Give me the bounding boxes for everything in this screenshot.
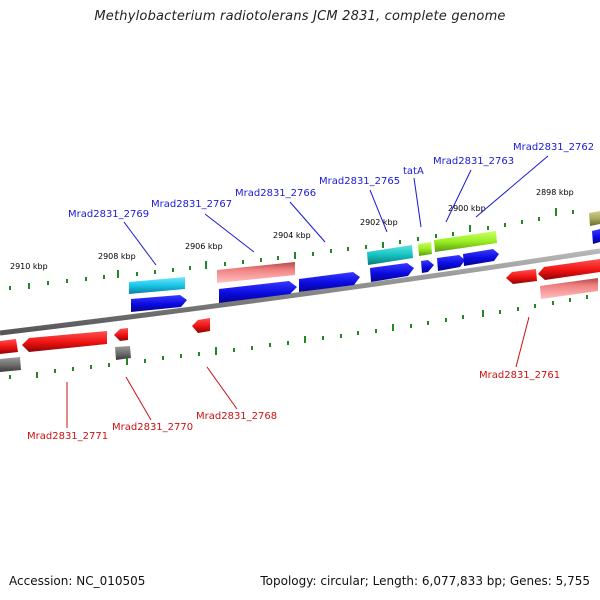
gene-label-2762[interactable]: Mrad2831_2762 <box>513 142 594 153</box>
genome-backbone <box>0 248 600 336</box>
gene-arrow-2761-a[interactable] <box>506 269 537 284</box>
gene-arrow-right-edge[interactable] <box>592 229 600 244</box>
tick-label-2898: 2898 kbp <box>536 188 574 197</box>
gene-arrow-2767-pink[interactable] <box>217 262 295 283</box>
gene-label-2771[interactable]: Mrad2831_2771 <box>27 431 108 442</box>
gene-arrow-2767[interactable] <box>219 281 297 303</box>
tick-labels: 2910 kbp 2908 kbp 2906 kbp 2904 kbp 2902… <box>10 188 574 271</box>
tick-label-2906: 2906 kbp <box>185 242 223 251</box>
gene-arrow-2762[interactable] <box>463 249 499 266</box>
forward-blue-track <box>131 229 600 312</box>
tick-label-2900: 2900 kbp <box>448 204 486 213</box>
gene-arrow-2769[interactable] <box>131 295 187 312</box>
gene-label-2768[interactable]: Mrad2831_2768 <box>196 411 277 422</box>
gene-label-2765[interactable]: Mrad2831_2765 <box>319 176 400 187</box>
inner-tick-ring <box>9 295 588 379</box>
label-connectors <box>66 155 549 428</box>
gene-arrow-2761-pink[interactable] <box>540 278 598 299</box>
outer-tick-ring <box>9 208 574 290</box>
tick-label-2908: 2908 kbp <box>98 252 136 261</box>
gene-label-2766[interactable]: Mrad2831_2766 <box>235 188 316 199</box>
gene-label-2763[interactable]: Mrad2831_2763 <box>433 156 514 167</box>
gene-arrow-2771[interactable] <box>22 331 107 352</box>
tick-label-2910: 2910 kbp <box>10 262 48 271</box>
tick-label-2904: 2904 kbp <box>273 231 311 240</box>
gene-arrow-olive[interactable] <box>589 211 600 226</box>
gene-label-2770[interactable]: Mrad2831_2770 <box>112 422 193 433</box>
gene-arrow-2765-teal[interactable] <box>367 245 413 265</box>
gene-label-2761[interactable]: Mrad2831_2761 <box>479 370 560 381</box>
gene-arrow-2768[interactable] <box>192 318 210 333</box>
reverse-colored-track <box>0 278 598 372</box>
gene-arrow-2763[interactable] <box>437 255 465 271</box>
reverse-red-track <box>0 259 600 354</box>
gene-arrow-2766[interactable] <box>299 272 360 292</box>
gene-arrow-2769-cyan[interactable] <box>129 277 185 294</box>
gene-arrow-2763-lime[interactable] <box>434 231 497 252</box>
gene-arrow-tatA-lime[interactable] <box>418 242 432 256</box>
gene-label-tatA[interactable]: tatA <box>403 166 424 177</box>
gene-arrow-tatA[interactable] <box>421 260 434 273</box>
gene-arrow-gray-edge[interactable] <box>0 357 21 372</box>
gene-arrow-rev-edge[interactable] <box>0 339 18 354</box>
gene-arrow-2765[interactable] <box>370 263 414 282</box>
map-title: Methylobacterium radiotolerans JCM 2831,… <box>94 9 506 24</box>
gene-arrow-2770-gray[interactable] <box>115 346 131 360</box>
gene-arrow-2770[interactable] <box>114 328 128 341</box>
forward-colored-track <box>129 211 600 294</box>
tick-label-2902: 2902 kbp <box>360 218 398 227</box>
gene-arrow-2761[interactable] <box>538 259 600 280</box>
topology-info: Topology: circular; Length: 6,077,833 bp… <box>260 574 590 588</box>
gene-labels: Mrad2831_2769 Mrad2831_2767 Mrad2831_276… <box>27 142 594 442</box>
gene-label-2769[interactable]: Mrad2831_2769 <box>68 209 149 220</box>
gene-label-2767[interactable]: Mrad2831_2767 <box>151 199 232 210</box>
accession-info: Accession: NC_010505 <box>9 574 146 588</box>
